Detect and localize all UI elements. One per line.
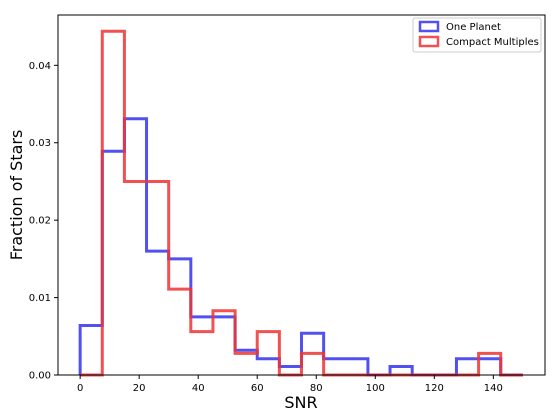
histogram-step-line — [78, 117, 523, 377]
x-tick-label: 20 — [133, 383, 146, 394]
y-axis-label: Fraction of Stars — [7, 130, 26, 261]
legend-label-compact-multiples: Compact Multiples — [446, 37, 539, 48]
legend-swatch-one-planet — [418, 20, 440, 33]
y-tick-label: 0.01 — [29, 293, 51, 304]
legend: One Planet Compact Multiples — [412, 17, 542, 53]
plot-frame — [57, 14, 546, 376]
x-tick-label: 40 — [192, 383, 205, 394]
x-tick-label: 140 — [484, 383, 503, 394]
y-tick-label: 0.04 — [29, 61, 51, 72]
series-one-planet — [78, 117, 523, 377]
y-tick-label: 0.03 — [29, 138, 51, 149]
legend-label-one-planet: One Planet — [446, 22, 501, 33]
x-axis-label: SNR — [284, 393, 317, 412]
x-tick-label: 80 — [310, 383, 323, 394]
x-tick-label: 0 — [77, 383, 83, 394]
legend-box — [412, 17, 542, 53]
y-tick-label: 0.02 — [29, 216, 51, 227]
y-tick-label: 0.00 — [29, 371, 51, 382]
x-tick-label: 60 — [251, 383, 264, 394]
x-tick-label: 120 — [425, 383, 444, 394]
x-tick-label: 100 — [366, 383, 385, 394]
series-layer — [78, 29, 523, 377]
ticks-layer: 0 20 40 60 80 100 120 140 0.00 0.01 0.02 0.03 0.04 — [29, 61, 503, 394]
legend-swatch-compact-multiples — [418, 35, 440, 48]
